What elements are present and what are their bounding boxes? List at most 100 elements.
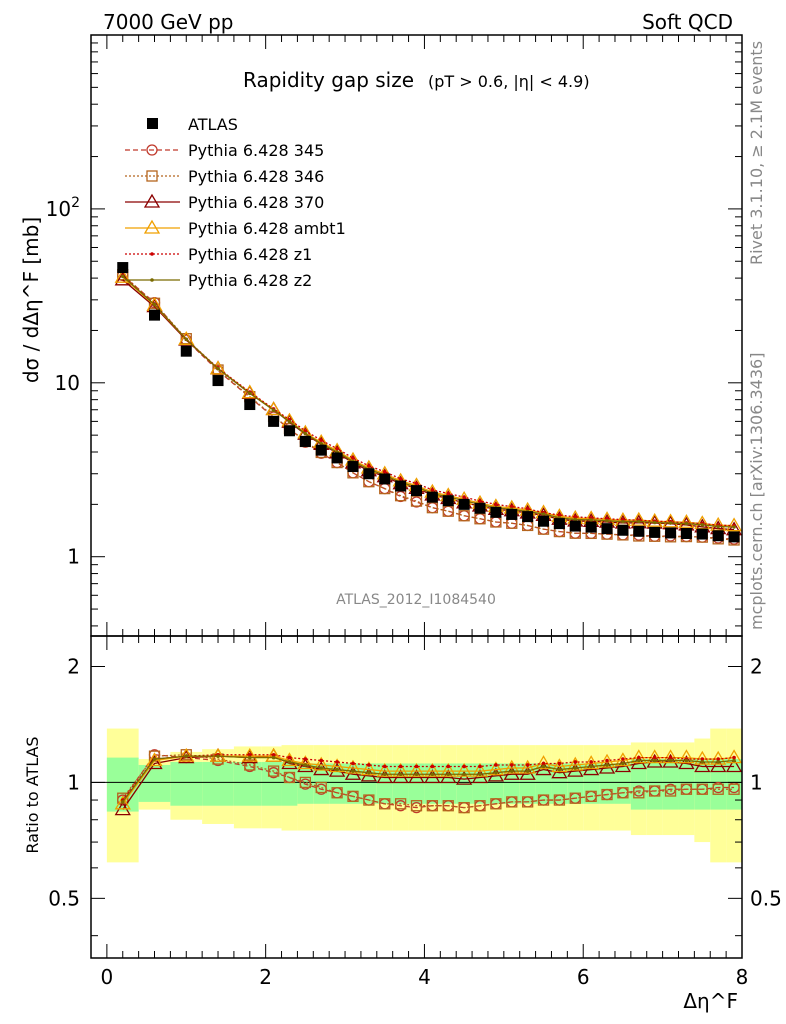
ratio-series-4-point-4 xyxy=(247,752,252,757)
atlas-point-9 xyxy=(331,452,343,464)
ratio-series-1-point-8 xyxy=(315,781,327,794)
ratio-series-4-point-33 xyxy=(716,757,720,761)
ratio-series-1-point-7 xyxy=(299,776,312,789)
ratio-series-1-point-12 xyxy=(379,798,391,810)
ratio-series-4-point-28 xyxy=(636,755,641,760)
ratio-series-3-point-17 xyxy=(456,762,473,777)
legend-marker-2 xyxy=(143,193,161,208)
ratio-series-1-point-29 xyxy=(649,785,661,797)
atlas-point-33 xyxy=(712,530,724,542)
main-series-5-point-24 xyxy=(573,517,578,522)
mcplots-label: mcplots.cern.ch [arXiv:1306.3436] xyxy=(747,353,766,630)
ratio-series-1-point-30 xyxy=(664,785,677,797)
ratio-series-1-point-22 xyxy=(537,794,550,806)
ratio-series-5-point-15 xyxy=(430,772,435,777)
atlas-point-34 xyxy=(728,531,740,543)
ratio-series-4-point-7 xyxy=(303,757,308,761)
band-inner-14 xyxy=(408,763,425,804)
atlas-point-7 xyxy=(299,435,311,447)
main-series-5-point-5 xyxy=(271,408,276,412)
ratio-series-1-point-23 xyxy=(553,794,566,806)
ratio-series-3-point-16 xyxy=(440,762,457,777)
ratio-series-1-point-20 xyxy=(506,796,518,808)
atlas-point-29 xyxy=(649,526,661,538)
ratio-series-5-point-31 xyxy=(684,758,689,763)
ratio-axis-label: Ratio to ATLAS xyxy=(23,736,42,853)
atlas-point-21 xyxy=(522,511,534,523)
y-axis-label: dσ / dΔη^F [mb] xyxy=(19,217,43,383)
main-series-3-point-32 xyxy=(694,515,711,530)
ratio-series-3-point-19 xyxy=(487,761,505,776)
ratio-tick-label-left-1: 1 xyxy=(67,770,80,794)
ratio-series-4-point-13 xyxy=(398,764,403,769)
ratio-series-3-point-14 xyxy=(408,762,425,777)
ratio-series-1-point-27 xyxy=(617,787,629,799)
main-series-3-point-4 xyxy=(241,384,258,399)
ratio-series-4-point-5 xyxy=(271,752,276,757)
atlas-point-20 xyxy=(506,508,518,520)
main-series-4-point-12 xyxy=(382,469,387,474)
chart-title: Rapidity gap size xyxy=(243,68,414,92)
atlas-point-18 xyxy=(474,502,486,514)
ratio-series-4-point-25 xyxy=(589,760,593,764)
main-series-5-point-29 xyxy=(652,520,657,525)
main-series-5-point-32 xyxy=(700,523,705,527)
ratio-series-5-point-12 xyxy=(382,772,387,777)
legend-label-1: Pythia 6.428 346 xyxy=(188,167,324,186)
x-tick-label-4: 8 xyxy=(736,965,749,989)
x-tick-label-2: 4 xyxy=(418,965,431,989)
ratio-series-3-point-34 xyxy=(725,749,743,764)
legend-label-0: Pythia 6.428 345 xyxy=(188,141,324,160)
ratio-series-3-point-23 xyxy=(551,758,568,773)
main-series-3-point-34 xyxy=(725,517,743,532)
legend-marker-4 xyxy=(150,252,154,256)
ratio-series-4-point-15 xyxy=(430,764,435,769)
ratio-series-4-point-20 xyxy=(509,763,514,767)
main-series-5-point-31 xyxy=(684,521,689,526)
main-series-1-point-18 xyxy=(474,513,486,525)
ratio-series-4-point-22 xyxy=(541,761,546,766)
ratio-series-5-point-1 xyxy=(152,757,157,761)
main-series-4-point-20 xyxy=(509,504,514,509)
atlas-point-1 xyxy=(149,309,161,321)
ratio-series-5-point-33 xyxy=(716,760,720,764)
legend-marker-5 xyxy=(150,278,154,282)
analysis-watermark: ATLAS_2012_I1084540 xyxy=(336,592,496,608)
main-series-3-point-29 xyxy=(646,512,663,527)
y-axis-label-text: dσ / dΔη^F [mb] xyxy=(19,217,43,383)
ratio-series-line-4 xyxy=(122,754,735,801)
ratio-series-3-point-33 xyxy=(710,750,727,765)
main-series-4-point-17 xyxy=(462,495,466,499)
main-series-line-4 xyxy=(122,275,735,527)
atlas-point-5 xyxy=(268,415,280,427)
atlas-point-14 xyxy=(411,485,422,497)
ratio-series-1-point-6 xyxy=(283,771,296,784)
main-series-4-point-9 xyxy=(335,446,339,451)
main-series-4-point-8 xyxy=(319,438,324,443)
ratio-tick-label-right-2: 2 xyxy=(750,654,763,678)
ratio-series-3-point-9 xyxy=(328,758,346,773)
ratio-series-1-point-24 xyxy=(569,792,581,804)
ratio-series-5-point-6 xyxy=(287,760,292,764)
main-series-4-point-10 xyxy=(351,456,355,460)
atlas-point-30 xyxy=(665,527,677,539)
atlas-point-4 xyxy=(244,399,256,411)
ratio-series-5-point-30 xyxy=(668,758,673,763)
ratio-series-4-point-23 xyxy=(557,761,562,766)
atlas-point-32 xyxy=(696,528,708,540)
ratio-series-5-point-26 xyxy=(605,763,609,767)
ratio-series-1-point-19 xyxy=(490,798,502,810)
ratio-series-1-point-11 xyxy=(363,794,375,806)
ratio-series-5-point-14 xyxy=(414,772,419,777)
ratio-series-5-point-34 xyxy=(732,758,736,763)
ratio-series-1-point-26 xyxy=(601,788,613,801)
main-series-1-point-16 xyxy=(442,505,454,517)
ratio-series-3-point-7 xyxy=(297,755,314,770)
y-tick-exponent-2: 2 xyxy=(71,195,80,211)
ratio-tick-label-right-0: 0.5 xyxy=(750,886,782,910)
ratio-tick-label-left-0: 0.5 xyxy=(48,886,80,910)
main-series-0-point-15 xyxy=(426,502,439,514)
main-series-4-point-7 xyxy=(303,429,308,433)
ratio-series-1-point-31 xyxy=(680,783,693,795)
ratio-series-4-point-24 xyxy=(573,760,578,764)
